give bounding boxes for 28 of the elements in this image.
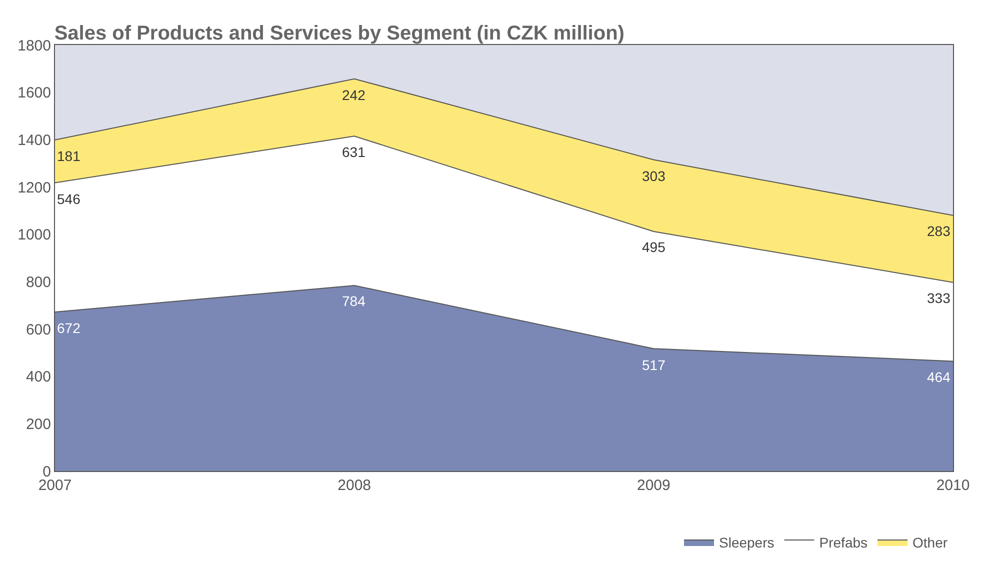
- data-label: 303: [642, 168, 666, 184]
- x-tick-label: 2009: [636, 477, 670, 494]
- x-tick-label: 2008: [338, 477, 372, 494]
- y-tick-label: 800: [26, 274, 51, 291]
- y-tick-label: 200: [26, 416, 51, 433]
- data-label: 672: [57, 320, 81, 336]
- y-tick-label: 1400: [18, 132, 51, 149]
- legend-label: Prefabs: [819, 534, 868, 550]
- y-tick-label: 600: [26, 321, 51, 338]
- y-tick-label: 1600: [18, 84, 51, 102]
- data-label: 546: [57, 191, 81, 207]
- data-label: 495: [642, 239, 666, 255]
- legend-label: Other: [912, 534, 948, 550]
- data-label: 283: [927, 223, 951, 239]
- legend-label: Sleepers: [719, 534, 774, 550]
- data-label: 181: [57, 148, 81, 164]
- data-label: 464: [927, 369, 951, 385]
- x-tick-label: 2010: [936, 477, 970, 494]
- chart-title: Sales of Products and Services by Segment (in CZK million): [54, 22, 624, 45]
- data-label: 242: [342, 87, 366, 103]
- y-tick-label: 1000: [18, 226, 51, 244]
- y-tick-label: 1200: [18, 179, 51, 196]
- data-label: 631: [342, 144, 366, 160]
- data-label: 517: [642, 357, 666, 373]
- y-tick-label: 1800: [18, 37, 51, 54]
- data-label: 333: [927, 290, 951, 306]
- y-tick-label: 400: [26, 368, 51, 386]
- data-label: 784: [342, 293, 366, 309]
